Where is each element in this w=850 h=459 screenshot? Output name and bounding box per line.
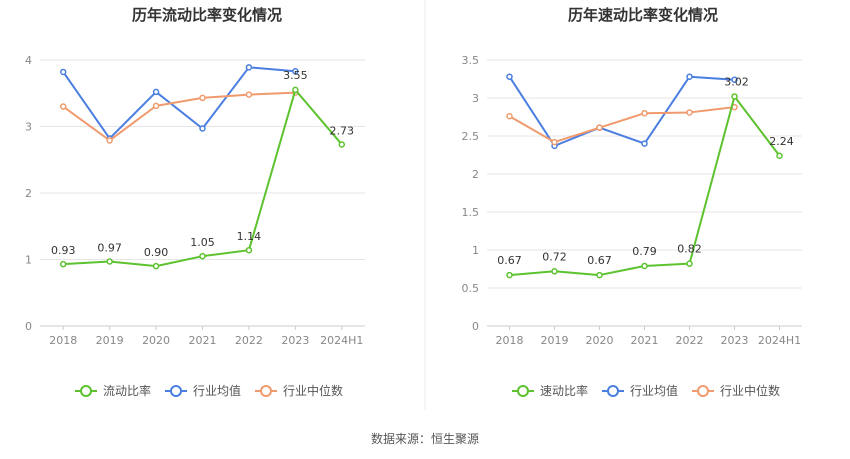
data-point-industry-average [199,125,206,132]
data-point-industry-median [551,138,558,146]
data-point-industry-average [245,64,253,71]
data-point-industry-average [731,76,738,84]
data-point-main [338,141,346,148]
data-point-main [551,268,558,275]
data-point-main [596,271,603,279]
data-label: 2.24 [769,135,794,148]
data-point-main [686,260,693,267]
data-label: 1.14 [237,230,262,243]
data-point-main [506,271,513,279]
data-point-main [292,86,299,94]
data-point-industry-average [292,68,299,75]
data-point-industry-median [506,112,513,120]
legend-label: 行业中位数 [283,383,343,398]
data-label: 0.97 [97,241,122,254]
x-tick-label: 2021 [631,334,659,347]
series-line-industry-median [509,106,735,144]
chart-title: 历年流动比率变化情况 [132,6,282,24]
y-tick-label: 0 [472,320,479,333]
data-point-industry-median [152,102,160,110]
legend-swatch-marker [697,385,709,397]
data-point-industry-average [152,88,160,96]
data-point-main [245,246,253,254]
y-tick-label: 3 [25,121,32,134]
y-tick-label: 0 [25,320,32,333]
x-tick-label: 2019 [96,334,124,347]
y-tick-label: 3 [472,92,479,105]
legend-swatch-marker [170,385,182,397]
data-point-industry-average [506,73,513,80]
data-label: 0.67 [497,254,522,267]
data-label: 3.55 [283,69,308,82]
data-point-main [776,152,783,160]
data-point-main [199,252,206,260]
y-tick-label: 1 [472,244,479,257]
series-line-industry-median [62,91,296,142]
data-point-industry-median [59,103,67,110]
x-tick-label: 2022 [676,334,704,347]
data-source: 数据来源：恒生聚源 [370,432,479,446]
legend-swatch-marker [607,385,619,397]
data-point-industry-median [596,124,603,131]
x-tick-label: 2018 [496,334,524,347]
data-label: 0.72 [542,250,567,263]
data-point-industry-median [199,94,206,102]
y-tick-label: 2 [25,187,32,200]
legend-swatch-marker [260,385,272,397]
legend-swatch-marker [517,385,529,397]
y-tick-label: 1.5 [462,206,480,219]
x-tick-label: 2022 [235,334,263,347]
legend-swatch-marker [80,385,92,397]
data-point-industry-average [686,73,693,80]
data-point-industry-median [686,109,693,116]
legend-label: 行业均值 [630,383,678,398]
x-tick-label: 2024H1 [758,334,801,347]
x-tick-label: 2023 [721,334,749,347]
data-point-industry-median [245,91,253,98]
x-tick-label: 2019 [541,334,569,347]
data-label: 3.02 [724,75,749,88]
data-label: 1.05 [190,236,215,249]
data-point-industry-average [641,140,648,147]
x-tick-label: 2021 [189,334,217,347]
data-point-main [59,260,67,268]
y-tick-label: 3.5 [462,54,480,67]
legend-label: 速动比率 [540,383,588,398]
data-point-industry-median [106,137,113,144]
x-tick-label: 2023 [281,334,309,347]
data-label: 0.82 [677,243,702,256]
chart-title: 历年速动比率变化情况 [568,6,718,24]
data-label: 0.67 [587,254,612,267]
x-tick-label: 2020 [142,334,170,347]
data-point-main [731,93,738,100]
legend-label: 流动比率 [103,383,151,398]
y-tick-label: 0.5 [462,282,480,295]
y-tick-label: 2 [472,168,479,181]
data-label: 0.93 [51,244,76,257]
data-point-main [152,262,160,270]
legend-label: 行业中位数 [720,383,780,398]
data-label: 2.73 [330,124,355,137]
data-point-industry-average [59,68,67,76]
y-tick-label: 2.5 [462,130,480,143]
data-label: 0.79 [632,245,657,258]
x-tick-label: 2020 [586,334,614,347]
data-point-industry-median [641,109,648,117]
data-point-main [641,262,648,270]
x-tick-label: 2018 [49,334,77,347]
legend-label: 行业均值 [193,383,241,398]
data-label: 0.90 [144,246,169,259]
series-line-industry-average [62,66,296,140]
series-line-industry-average [508,75,735,147]
data-point-main [106,258,113,265]
y-tick-label: 4 [25,54,32,67]
x-tick-label: 2024H1 [320,334,363,347]
y-tick-label: 1 [25,254,32,267]
